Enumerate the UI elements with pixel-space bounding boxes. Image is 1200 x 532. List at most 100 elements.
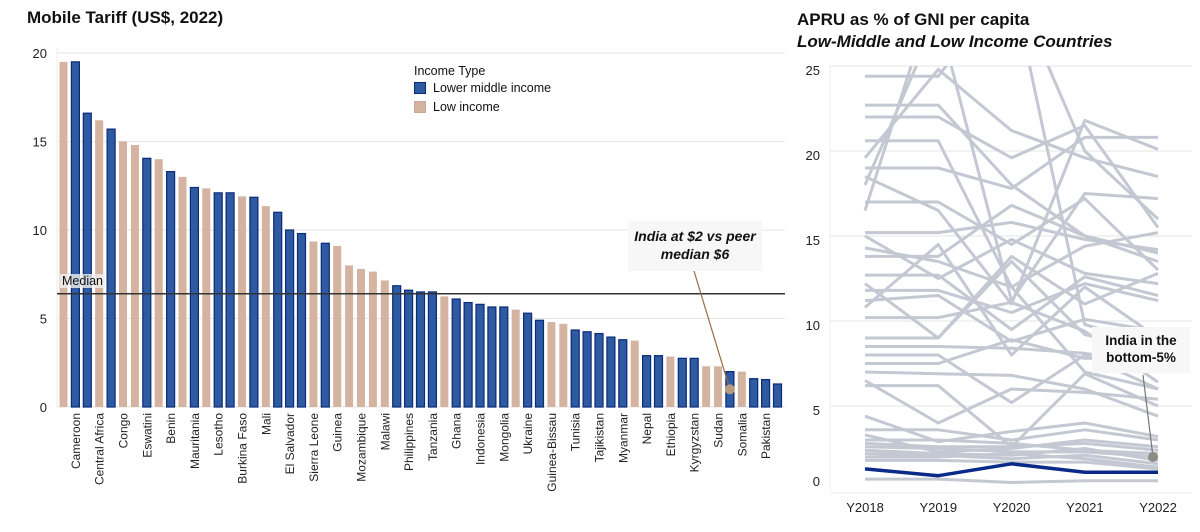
x-tick-label: Indonesia <box>474 413 488 465</box>
right-x-axis-labels: Y2018 Y2019 Y2020 Y2021 Y2022 <box>846 500 1177 515</box>
country-series-line <box>864 414 1159 444</box>
bar-lower-middle-income <box>606 336 616 408</box>
country-series-line <box>864 254 1159 340</box>
bar-low-income <box>309 241 318 407</box>
bar-low-income <box>202 188 211 407</box>
bar-low-income <box>357 268 365 407</box>
x-tick-label: Tajikistan <box>593 413 607 462</box>
left-y-tick-label: 15 <box>33 135 47 150</box>
bar-lower-middle-income <box>404 289 414 408</box>
right-y-tick-label: 25 <box>806 63 820 78</box>
bar-low-income <box>154 159 163 407</box>
bar-lower-middle-income <box>653 355 664 408</box>
country-series-line <box>863 66 1159 303</box>
x-tick-label: Sudan <box>712 413 726 448</box>
x-tick-label: Mali <box>259 413 273 435</box>
right-y-tick-label: 10 <box>806 318 820 333</box>
bar-lower-middle-income <box>213 192 223 408</box>
country-series-line <box>865 197 1160 272</box>
country-series-line <box>865 203 1159 263</box>
left-y-axis: 0 5 10 15 20 <box>33 46 47 415</box>
legend-label: Low income <box>433 100 500 114</box>
right-y-tick-label: 5 <box>813 403 820 418</box>
bar-low-income <box>238 196 246 407</box>
country-series-line <box>864 452 1159 466</box>
bar-low-income <box>511 309 520 407</box>
country-series-line <box>865 452 1159 469</box>
right-x-tick-label: Y2019 <box>919 500 957 515</box>
x-tick-label: Central Africa <box>93 413 107 485</box>
country-series-line <box>865 66 948 78</box>
x-tick-label: Ghana <box>450 413 464 449</box>
bar-lower-middle-income <box>570 329 580 408</box>
bar-lower-middle-income <box>296 232 307 408</box>
right-lines <box>863 66 1160 484</box>
bar-lower-middle-income <box>749 378 759 408</box>
right-y-axis: 0 5 10 15 20 25 <box>806 63 820 489</box>
country-series-line <box>865 428 1159 442</box>
median-label: Median <box>60 274 105 288</box>
bar-lower-middle-income <box>273 211 283 408</box>
bar-low-income <box>178 176 187 407</box>
country-series-line <box>864 447 1159 462</box>
x-tick-label: Philippines <box>402 413 416 471</box>
bar-lower-middle-income <box>415 291 426 408</box>
country-series-line <box>1046 66 1160 221</box>
country-series-line <box>863 67 1159 178</box>
right-annotation: India in the bottom-5% <box>1092 327 1190 373</box>
x-tick-label: Mongolia <box>497 413 511 462</box>
bar-low-income <box>59 61 68 407</box>
left-x-axis-labels: Cameroon Central Africa Congo Eswatini Benin… <box>69 413 773 492</box>
legend-item-low-income[interactable]: Low income <box>414 100 551 114</box>
right-y-tick-label: 0 <box>813 474 820 489</box>
right-annotation-leader <box>1142 374 1154 458</box>
bar-low-income <box>666 356 675 407</box>
bar-lower-middle-income <box>392 285 402 408</box>
right-chart-title-main: APRU as % of GNI per capita <box>797 10 1030 29</box>
bar-lower-middle-income <box>582 331 592 408</box>
bar-low-income <box>130 145 139 408</box>
x-tick-label: Nepal <box>640 413 654 444</box>
right-x-tick-label: Y2018 <box>846 500 884 515</box>
x-tick-label: Kyrgyzstan <box>688 413 702 472</box>
country-series-line <box>864 243 1159 357</box>
x-tick-label: Mauritania <box>188 413 202 469</box>
x-tick-label: Burkina Faso <box>236 413 250 484</box>
legend-title: Income Type <box>414 64 486 78</box>
bar-lower-middle-income <box>594 332 604 408</box>
right-x-tick-label: Y2022 <box>1139 500 1177 515</box>
x-tick-label: Cameroon <box>69 413 83 469</box>
x-tick-label: Lesotho <box>212 413 226 456</box>
bar-lower-middle-income <box>225 192 235 408</box>
left-chart-title: Mobile Tariff (US$, 2022) <box>27 8 224 27</box>
x-tick-label: Tunisia <box>569 413 583 452</box>
bar-lower-middle-income <box>106 128 116 408</box>
x-tick-label: Eswatini <box>140 413 154 458</box>
bar-lower-middle-income <box>760 378 771 408</box>
bar-lower-middle-income <box>641 355 652 408</box>
legend-swatch-lower-middle-income <box>414 82 426 94</box>
x-tick-label: Myanmar <box>616 413 630 463</box>
bar-lower-middle-income <box>475 303 485 408</box>
legend-label: Lower middle income <box>433 81 552 95</box>
right-x-tick-label: Y2020 <box>993 500 1031 515</box>
left-y-tick-label: 20 <box>33 46 47 61</box>
bar-lower-middle-income <box>689 357 699 408</box>
x-tick-label: Malawi <box>378 413 392 450</box>
bar-lower-middle-income <box>772 383 783 408</box>
left-annotation: India at $2 vs peer median $6 <box>628 221 762 271</box>
legend-swatch-low-income <box>414 101 426 113</box>
legend-item-lower-middle-income[interactable]: Lower middle income <box>414 81 551 95</box>
country-series-line <box>865 477 1158 484</box>
country-series-line <box>865 135 1158 190</box>
right-y-tick-label: 15 <box>806 233 820 248</box>
right-y-tick-label: 20 <box>806 148 820 163</box>
bar-low-income <box>630 340 639 407</box>
bar-lower-middle-income <box>499 306 509 408</box>
bar-low-income <box>702 366 711 407</box>
left-y-tick-label: 10 <box>33 223 47 238</box>
country-series-line <box>865 282 1159 314</box>
india-marker-left <box>724 384 735 395</box>
x-tick-label: El Salvador <box>283 413 297 474</box>
india-series-line <box>864 462 1158 478</box>
